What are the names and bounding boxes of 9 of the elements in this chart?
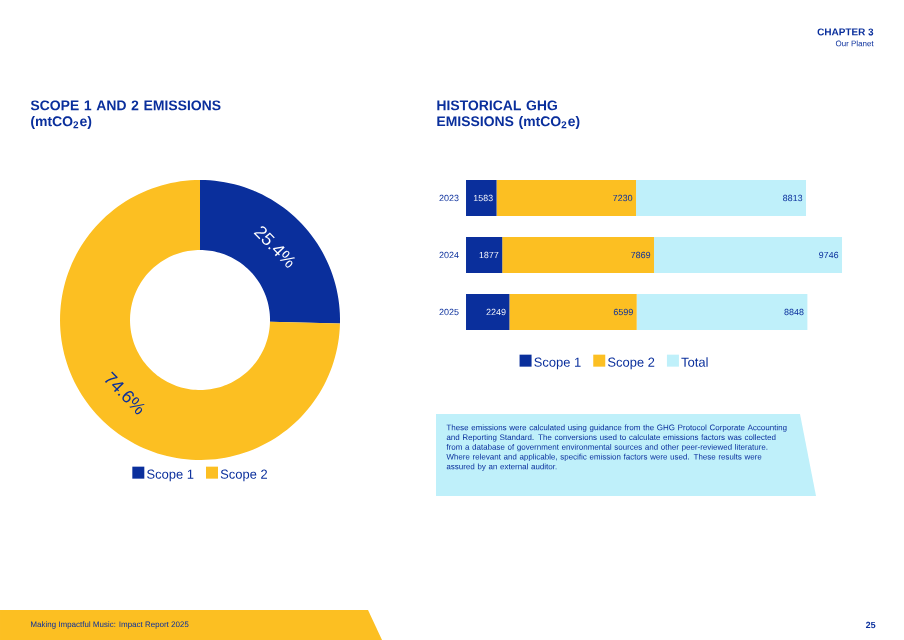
bar	[509, 294, 637, 330]
bar	[466, 294, 510, 330]
bar	[636, 180, 807, 216]
bar	[466, 237, 503, 273]
bar	[496, 180, 637, 216]
bar	[466, 180, 497, 216]
bar	[654, 237, 843, 273]
bar	[502, 237, 655, 273]
bar	[636, 294, 808, 330]
